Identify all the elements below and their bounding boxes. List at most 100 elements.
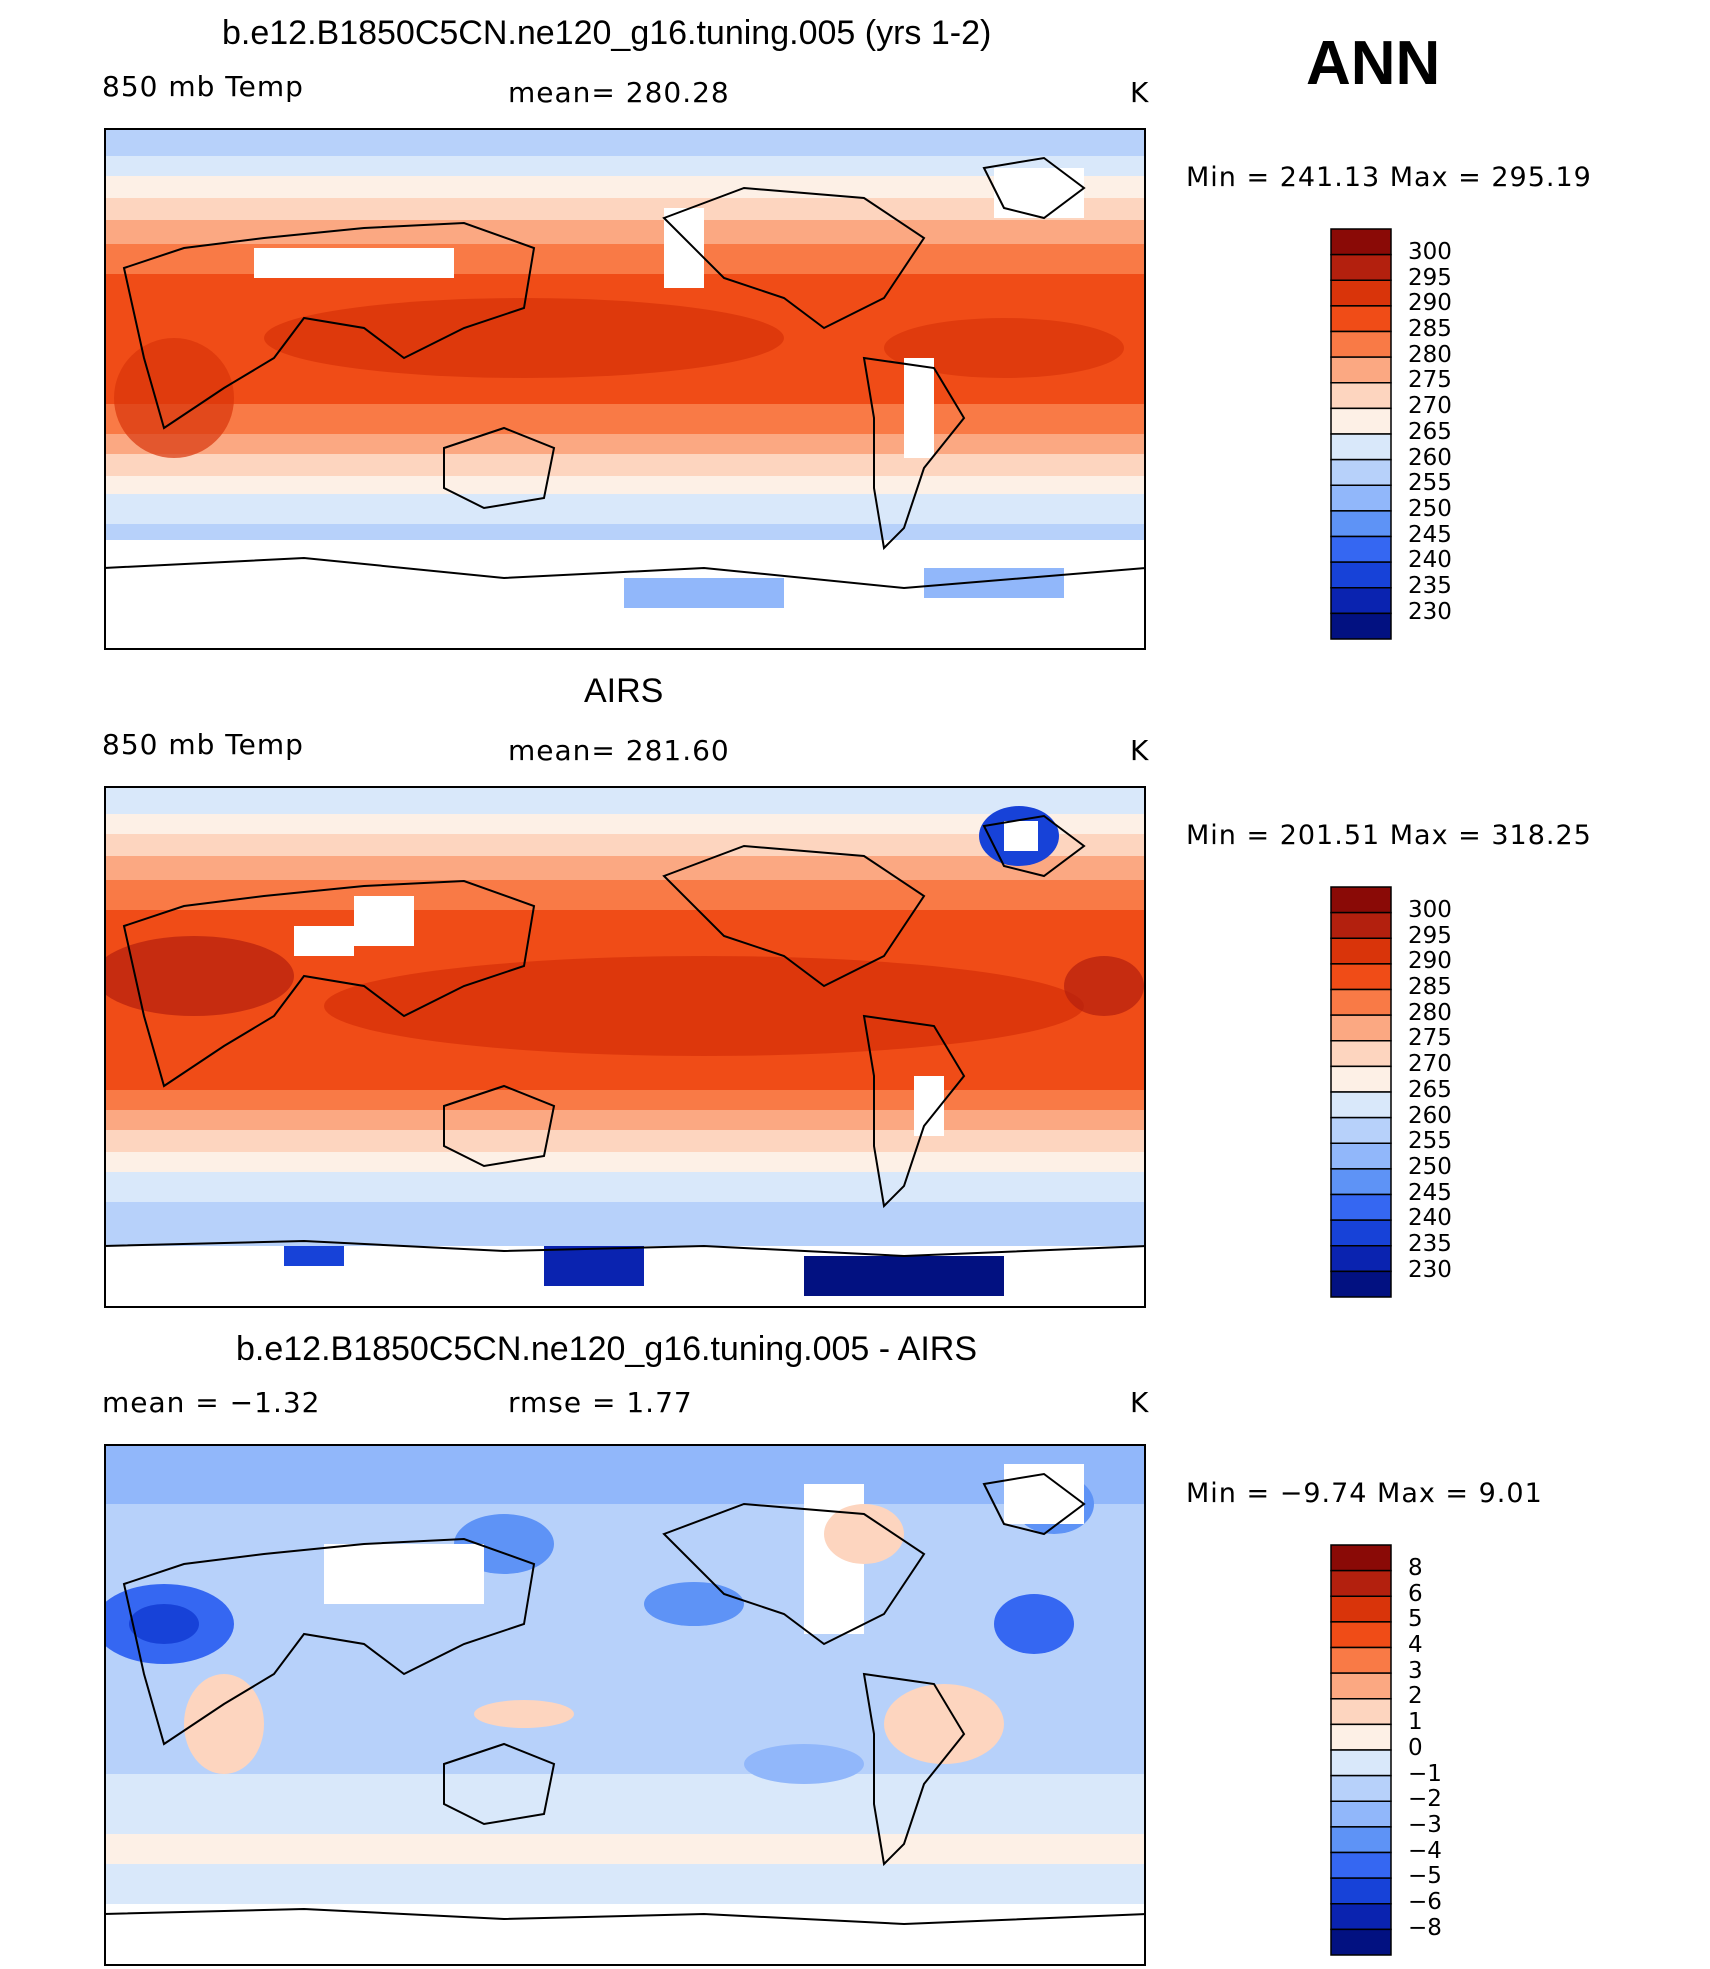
colorbar-swatch	[1330, 1826, 1392, 1854]
colorbar-tick-label: 280	[1408, 999, 1452, 1026]
colorbar-swatch	[1330, 1116, 1392, 1144]
colorbar-diff	[1330, 1544, 1392, 1956]
colorbar-swatch	[1330, 1877, 1392, 1905]
colorbar-tick-label: −5	[1408, 1863, 1442, 1890]
colorbar-tick-label: 260	[1408, 444, 1452, 471]
panel-left-label-model: 850 mb Temp	[102, 70, 304, 103]
colorbar-swatch	[1330, 988, 1392, 1016]
colorbar-tick-label: 230	[1408, 598, 1452, 625]
colorbar-swatch	[1330, 1065, 1392, 1093]
colorbar-swatch	[1330, 1569, 1392, 1597]
colorbar-swatch	[1330, 356, 1392, 384]
colorbar-swatch	[1330, 1245, 1392, 1273]
colorbar-tick-label: 255	[1408, 1128, 1452, 1155]
colorbar-swatch	[1330, 1903, 1392, 1931]
panel-units-obs: K	[1130, 734, 1150, 767]
colorbar-swatch	[1330, 1723, 1392, 1751]
panel-units-model: K	[1130, 76, 1150, 109]
colorbar-tick-label: 5	[1408, 1606, 1423, 1633]
colorbar-tick-label: 270	[1408, 393, 1452, 420]
colorbar-swatch	[1330, 458, 1392, 486]
colorbar-swatch	[1330, 1621, 1392, 1649]
colorbar-tick-label: 250	[1408, 495, 1452, 522]
colorbar-swatch	[1330, 382, 1392, 410]
panel-minmax-diff: Min = −9.74 Max = 9.01	[1186, 1478, 1543, 1509]
colorbar-swatch	[1330, 886, 1392, 914]
colorbar-swatch	[1330, 911, 1392, 939]
colorbar-swatch	[1330, 253, 1392, 281]
colorbar-swatch	[1330, 937, 1392, 965]
colorbar-tick-label: 250	[1408, 1153, 1452, 1180]
colorbar-tick-label: 6	[1408, 1580, 1423, 1607]
colorbar-swatch	[1330, 1672, 1392, 1700]
colorbar-swatch	[1330, 963, 1392, 991]
colorbar-tick-label: 230	[1408, 1256, 1452, 1283]
colorbar-swatch	[1330, 1168, 1392, 1196]
colorbar-swatch	[1330, 1774, 1392, 1802]
panel-title-diff: b.e12.B1850C5CN.ne120_g16.tuning.005 - A…	[236, 1330, 977, 1368]
colorbar-swatch	[1330, 1091, 1392, 1119]
colorbar-tick-label: 290	[1408, 948, 1452, 975]
colorbar-tick-label: 295	[1408, 264, 1452, 291]
colorbar-tick-label: 260	[1408, 1102, 1452, 1129]
map-model-svg	[104, 128, 1146, 650]
colorbar-tick-label: 270	[1408, 1051, 1452, 1078]
colorbar-tick-label: 245	[1408, 1179, 1452, 1206]
colorbar-tick-label: 1	[1408, 1709, 1423, 1736]
map-panel-model	[104, 128, 1146, 650]
colorbar-swatch	[1330, 279, 1392, 307]
colorbar-obs-svg	[1330, 886, 1392, 1298]
colorbar-swatch	[1330, 1851, 1392, 1879]
colorbar-diff-svg	[1330, 1544, 1392, 1956]
panel-mean-diff: mean = −1.32	[102, 1386, 321, 1419]
colorbar-swatch	[1330, 1219, 1392, 1247]
colorbar-swatch	[1330, 1040, 1392, 1068]
colorbar-swatch	[1330, 305, 1392, 333]
colorbar-swatch	[1330, 1142, 1392, 1170]
panel-title-model: b.e12.B1850C5CN.ne120_g16.tuning.005 (yr…	[222, 14, 992, 52]
colorbar-tick-label: 235	[1408, 1230, 1452, 1257]
colorbar-swatch	[1330, 1193, 1392, 1221]
colorbar-swatch	[1330, 1698, 1392, 1726]
map-panel-diff	[104, 1444, 1146, 1966]
colorbar-tick-label: −3	[1408, 1811, 1442, 1838]
panel-minmax-model: Min = 241.13 Max = 295.19	[1186, 162, 1592, 193]
colorbar-tick-label: −8	[1408, 1914, 1442, 1941]
colorbar-model-svg	[1330, 228, 1392, 640]
colorbar-swatch	[1330, 535, 1392, 563]
colorbar-tick-label: 3	[1408, 1657, 1423, 1684]
panel-title-obs: AIRS	[584, 672, 664, 710]
colorbar-swatch	[1330, 484, 1392, 512]
colorbar-tick-label: 265	[1408, 418, 1452, 445]
colorbar-tick-label: 235	[1408, 572, 1452, 599]
colorbar-swatch	[1330, 1014, 1392, 1042]
panel-minmax-obs: Min = 201.51 Max = 318.25	[1186, 820, 1592, 851]
colorbar-swatch	[1330, 1749, 1392, 1777]
colorbar-tick-label: 245	[1408, 521, 1452, 548]
map-diff-svg	[104, 1444, 1146, 1966]
colorbar-swatch	[1330, 1544, 1392, 1572]
colorbar-obs	[1330, 886, 1392, 1298]
colorbar-tick-label: 2	[1408, 1683, 1423, 1710]
colorbar-swatch	[1330, 587, 1392, 615]
map-panel-obs	[104, 786, 1146, 1308]
colorbar-tick-label: 240	[1408, 1205, 1452, 1232]
colorbar-swatch	[1330, 612, 1392, 640]
colorbar-tick-label: 285	[1408, 974, 1452, 1001]
panel-mean-model: mean= 280.28	[508, 76, 730, 109]
panel-units-diff: K	[1130, 1386, 1150, 1419]
colorbar-swatch	[1330, 510, 1392, 538]
colorbar-tick-label: −2	[1408, 1786, 1442, 1813]
colorbar-swatch	[1330, 330, 1392, 358]
colorbar-swatch	[1330, 433, 1392, 461]
colorbar-swatch	[1330, 1800, 1392, 1828]
colorbar-swatch	[1330, 407, 1392, 435]
colorbar-swatch	[1330, 1646, 1392, 1674]
colorbar-labels-model: 300 295 290 285 280 275 270 265 260 255 250 245 240 2…	[1408, 239, 1452, 625]
colorbar-tick-label: 255	[1408, 470, 1452, 497]
season-label: ANN	[1306, 29, 1441, 98]
colorbar-tick-label: 280	[1408, 341, 1452, 368]
colorbar-swatch	[1330, 1595, 1392, 1623]
panel-mean-obs: mean= 281.60	[508, 734, 730, 767]
colorbar-tick-label: 300	[1408, 897, 1452, 923]
